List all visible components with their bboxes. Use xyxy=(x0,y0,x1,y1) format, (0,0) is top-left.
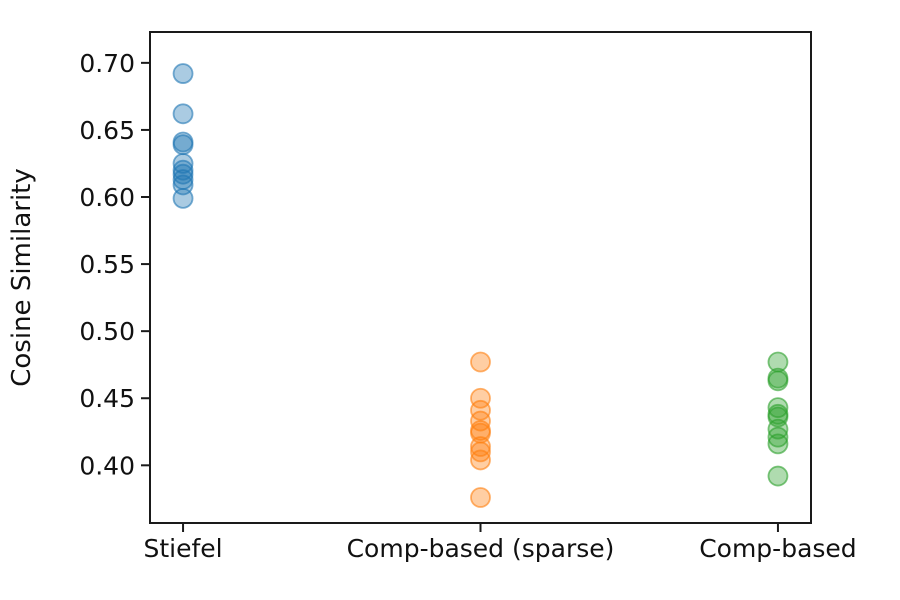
data-point-comp-based-sparse xyxy=(470,449,491,471)
data-point-comp-based xyxy=(767,426,789,448)
data-point-stiefel xyxy=(172,187,194,209)
data-point-comp-based-sparse xyxy=(470,351,491,373)
y-tick-label: 0.50 xyxy=(79,317,135,346)
y-axis-label: Cosine Similarity xyxy=(7,168,37,387)
data-point-comp-based xyxy=(767,370,789,392)
data-point-comp-based xyxy=(767,433,789,455)
data-point-comp-based-sparse xyxy=(470,441,491,463)
data-point-comp-based xyxy=(767,418,789,440)
x-tick-label: Comp-based xyxy=(699,534,856,563)
data-point-comp-based-sparse xyxy=(470,399,491,421)
y-tick-label: 0.70 xyxy=(79,49,135,78)
data-point-comp-based xyxy=(767,465,789,487)
data-point-stiefel xyxy=(172,63,194,84)
data-point-stiefel xyxy=(172,134,194,156)
y-tick-label: 0.40 xyxy=(79,451,135,480)
y-tick-label: 0.45 xyxy=(79,384,135,413)
y-tick-label: 0.65 xyxy=(79,116,135,145)
y-tick-label: 0.60 xyxy=(79,183,135,212)
data-point-stiefel xyxy=(172,163,194,185)
data-point-stiefel xyxy=(172,103,194,125)
data-point-comp-based-sparse xyxy=(470,487,491,508)
data-point-stiefel xyxy=(172,153,194,174)
y-tick-label: 0.55 xyxy=(79,250,135,279)
x-tick-label: Stiefel xyxy=(143,534,222,563)
x-tick-label: Comp-based (sparse) xyxy=(347,534,615,563)
